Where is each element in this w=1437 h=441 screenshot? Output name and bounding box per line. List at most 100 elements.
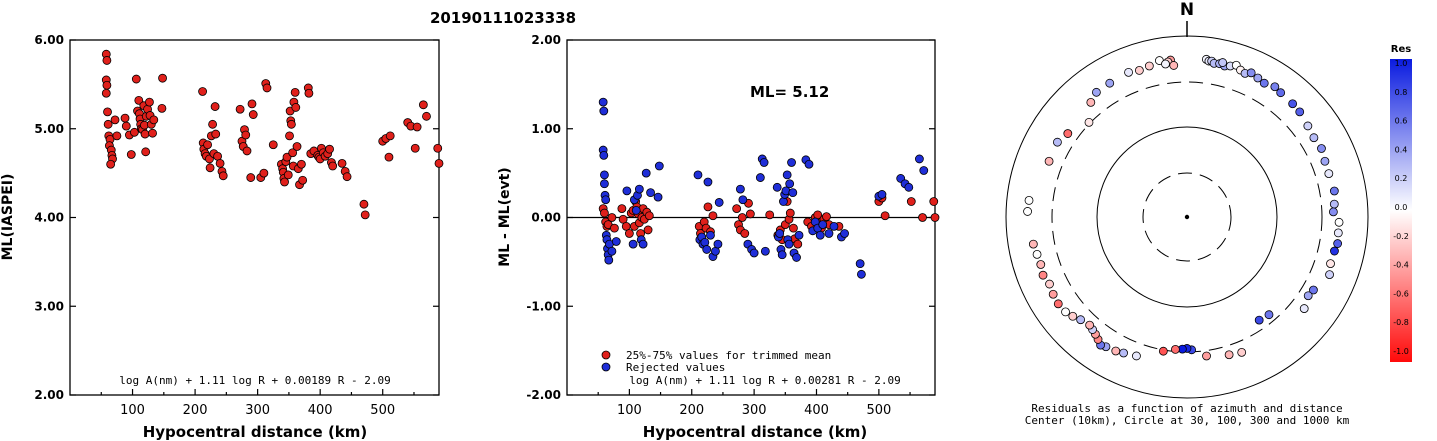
data-point-series-0 <box>304 88 314 98</box>
data-point-series-0 <box>241 130 251 140</box>
data-point-series-1 <box>855 259 865 269</box>
station-residual-point <box>1276 88 1286 98</box>
data-point-series-0 <box>134 95 144 105</box>
data-point-series-1 <box>857 269 866 279</box>
x-tick-label: 100 <box>617 403 642 418</box>
data-point-series-0 <box>918 213 927 222</box>
legend-marker-trimmed <box>601 350 611 360</box>
data-point-series-0 <box>384 152 394 162</box>
station-residual-point <box>1045 279 1054 289</box>
panel-2-x-ticks: 100 200 300 400 500 <box>597 389 911 418</box>
panel-1-axes-frame <box>69 39 440 396</box>
station-residual-point <box>1068 311 1078 321</box>
data-point-series-0 <box>906 197 916 206</box>
station-residual-point <box>1326 259 1335 269</box>
data-point-series-1 <box>607 246 617 256</box>
data-point-series-0 <box>740 229 750 238</box>
legend-label-rejected: Rejected values <box>626 361 725 374</box>
data-point-series-0 <box>280 177 289 187</box>
data-point-series-0 <box>412 122 422 132</box>
data-point-series-1 <box>815 230 825 240</box>
data-point-series-1 <box>714 198 724 207</box>
colorbar-tick-label: -0.6 <box>1393 289 1409 298</box>
station-residual-point <box>1032 249 1042 259</box>
data-point-series-0 <box>248 110 258 119</box>
data-point-series-0 <box>643 225 653 235</box>
data-point-series-0 <box>106 159 116 169</box>
station-residual-point <box>1299 304 1309 313</box>
data-point-series-0 <box>337 158 347 168</box>
station-residual-point <box>1320 156 1330 166</box>
station-residual-point <box>1329 199 1339 209</box>
circle-30km <box>1142 172 1232 262</box>
data-point-series-1 <box>749 248 759 258</box>
data-point-series-0 <box>789 223 798 233</box>
data-point-series-0 <box>285 131 294 141</box>
data-point-series-0 <box>203 140 212 150</box>
data-point-series-1 <box>787 158 796 167</box>
data-point-series-0 <box>291 103 301 112</box>
colorbar-ticks: 1.0 0.8 0.6 0.4 0.2 0.0 -0.2 -0.4 -0.6 -0.8 -1.0 <box>1393 59 1409 356</box>
data-point-series-1 <box>646 188 655 198</box>
station-residual-point <box>1224 350 1234 360</box>
panel-1-points <box>101 49 444 220</box>
data-point-series-0 <box>385 131 395 141</box>
station-residual-point <box>1169 61 1179 70</box>
data-point-series-1 <box>600 179 609 189</box>
data-point-series-0 <box>149 115 159 125</box>
data-point-series-0 <box>607 213 617 222</box>
x-tick-label: 300 <box>245 403 270 418</box>
station-residual-point <box>1324 169 1334 179</box>
station-residual-point <box>1270 82 1280 92</box>
data-point-series-1 <box>611 237 621 246</box>
data-point-series-1 <box>653 192 663 202</box>
x-tick-label: 200 <box>679 403 704 418</box>
panel-1-x-ticks: 100 200 300 400 500 <box>100 389 415 418</box>
data-point-series-0 <box>120 113 130 123</box>
data-point-series-0 <box>205 163 215 173</box>
data-point-series-1 <box>785 179 795 189</box>
x-tick-label: 400 <box>804 403 829 418</box>
colorbar-tick-label: -0.8 <box>1393 318 1409 327</box>
data-point-series-0 <box>145 97 154 107</box>
station-residual-point <box>1061 307 1070 317</box>
data-point-series-0 <box>102 56 112 65</box>
data-point-series-1 <box>792 253 801 262</box>
station-residual-point <box>1063 129 1073 138</box>
data-point-series-0 <box>610 223 619 233</box>
colorbar-tick-label: 0.2 <box>1395 174 1408 183</box>
colorbar-tick-label: 1.0 <box>1395 59 1408 68</box>
data-point-series-0 <box>410 143 420 153</box>
station-residual-point <box>1254 315 1264 325</box>
data-point-series-1 <box>706 230 715 240</box>
station-residual-point <box>1329 186 1339 196</box>
y-tick-label: 4.00 <box>34 211 64 225</box>
colorbar-tick-label: 0.0 <box>1395 203 1408 212</box>
data-point-series-1 <box>628 239 638 249</box>
data-point-series-0 <box>929 197 939 206</box>
data-point-series-0 <box>218 171 228 181</box>
data-point-series-1 <box>703 177 713 187</box>
data-point-series-1 <box>600 170 609 180</box>
data-point-series-0 <box>600 208 609 218</box>
data-point-series-1 <box>794 230 804 240</box>
data-point-series-0 <box>268 140 278 150</box>
colorbar-tick-label: 0.6 <box>1395 117 1408 126</box>
data-point-series-0 <box>765 210 775 220</box>
data-point-series-1 <box>622 186 632 196</box>
data-point-series-1 <box>738 195 748 205</box>
data-point-series-0 <box>121 121 131 131</box>
panel-3-points <box>1023 54 1344 361</box>
station-residual-point <box>1161 59 1170 69</box>
data-point-series-1 <box>598 97 608 107</box>
station-residual-point <box>1202 351 1211 361</box>
station-residual-point <box>1038 270 1048 280</box>
data-point-series-1 <box>840 229 849 238</box>
data-point-series-1 <box>760 246 770 256</box>
panel-2-points <box>598 97 940 279</box>
data-point-series-1 <box>777 250 787 260</box>
panel-1-y-ticks: 2.00 3.00 4.00 5.00 6.00 <box>34 33 439 402</box>
data-point-series-0 <box>210 102 220 111</box>
station-residual-point <box>1246 68 1256 78</box>
